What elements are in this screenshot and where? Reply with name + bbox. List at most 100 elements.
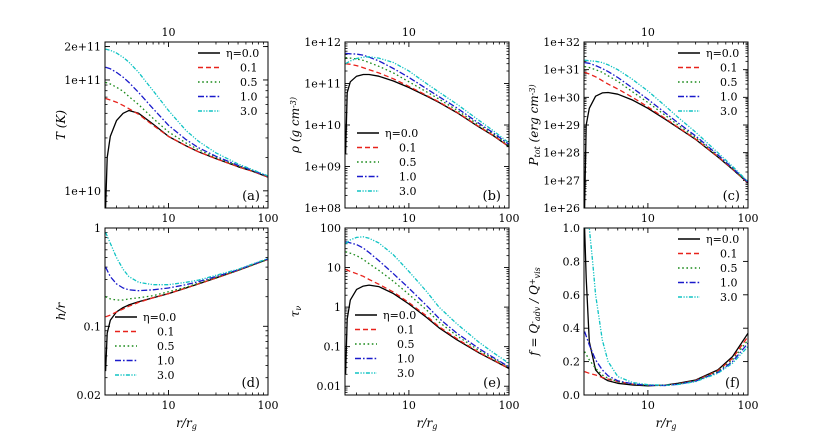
y-tick-label: 1e+31 <box>543 64 580 77</box>
panel-label: (a) <box>242 189 260 204</box>
x-tick-label: 100 <box>499 212 520 225</box>
legend: η=0.0 0.10.5 1.03.0 <box>355 309 416 380</box>
y-tick-label: 0.2 <box>563 356 581 369</box>
y-tick-label: 10 <box>327 262 341 275</box>
legend: η=0.0 0.10.5 1.03.0 <box>678 47 739 118</box>
series-line-a-2 <box>105 81 268 178</box>
legend: η=0.0 0.10.5 1.03.0 <box>678 233 739 304</box>
y-tick-label: 0.6 <box>563 289 581 302</box>
y-tick-label: 1e+09 <box>304 161 341 174</box>
series-line-a-3 <box>105 66 268 178</box>
y-tick-label: 1e+10 <box>304 119 341 132</box>
series-line-a-1 <box>105 97 268 178</box>
legend-label: 0.1 <box>397 324 415 337</box>
series-line-b-2 <box>345 56 509 147</box>
legend-label: 1.0 <box>720 91 738 104</box>
x-tick-label: 100 <box>738 399 759 412</box>
y-tick-label: 1e+30 <box>543 91 580 104</box>
plot-frame <box>104 41 269 209</box>
legend-label: η=0.0 <box>706 47 739 60</box>
series-line-c-1 <box>584 71 748 184</box>
y-tick-label: 1.0 <box>563 222 581 235</box>
x-tick-label: 10 <box>641 399 655 412</box>
series-line-e-0 <box>345 284 509 375</box>
legend-label: 3.0 <box>720 291 738 304</box>
legend-label: 3.0 <box>157 369 175 382</box>
legend: η=0.0 0.10.5 1.03.0 <box>357 127 418 198</box>
y-tick-label: 100 <box>320 222 341 235</box>
y-tick-label: 0.02 <box>77 389 102 402</box>
panel-e: 10 1000.010.1110100(e)η=0.00.10.51.03.0τν… <box>288 222 520 431</box>
x-tick-label: 10 <box>402 212 416 225</box>
x-tick-label: 100 <box>738 212 759 225</box>
plot-frame <box>583 227 749 396</box>
x-top-tick-label: 10 <box>641 26 655 39</box>
series-line-b-3 <box>345 52 509 145</box>
y-tick-label: 1 <box>334 301 341 314</box>
legend-label: η=0.0 <box>143 311 176 324</box>
legend-label: η=0.0 <box>226 47 259 60</box>
legend-label: 0.1 <box>720 62 738 75</box>
legend-label: 1.0 <box>397 353 415 366</box>
x-tick-label: 100 <box>258 212 279 225</box>
legend-label: 1.0 <box>399 171 417 184</box>
panel-c: 10 100 10 1e+26 1e+27 1e+28 1e+29 1e+30 1e+31 1e+… <box>527 26 759 225</box>
panel-label: (d) <box>242 376 260 391</box>
legend-label: 0.5 <box>397 338 415 351</box>
series-line-d-0 <box>105 258 268 372</box>
legend-label: 1.0 <box>720 277 738 290</box>
series-line-a-0 <box>105 109 268 208</box>
series-line-c-4 <box>584 59 748 183</box>
x-top-tick-label: 10 <box>162 26 176 39</box>
legend-label: 0.1 <box>399 142 417 155</box>
legend-label: 0.1 <box>157 326 175 339</box>
x-top-tick-label: 10 <box>402 26 416 39</box>
plot-frame <box>104 227 269 396</box>
panel-b: 10 100 10 1e+08 1e+09 1e+10 1e+11 1e+12 (b) η=0.0… <box>288 26 520 225</box>
y-tick-label: 1e+26 <box>543 202 580 215</box>
series-line-d-4 <box>105 232 268 286</box>
plot-frame <box>583 41 749 209</box>
y-tick-label: 0.1 <box>84 320 102 333</box>
y-tick-label: 0.8 <box>563 255 581 268</box>
x-axis-label: r/rg <box>656 416 677 431</box>
series-line-c-3 <box>584 61 748 183</box>
y-tick-label: 1e+27 <box>543 174 580 187</box>
series-line-b-1 <box>345 63 509 148</box>
legend-label: 1.0 <box>157 355 175 368</box>
x-tick-label: 10 <box>641 212 655 225</box>
x-axis-label: r/rg <box>417 416 438 431</box>
x-tick-label: 100 <box>258 399 279 412</box>
y-tick-label: 1e+11 <box>304 78 341 91</box>
legend-label: 0.5 <box>720 76 738 89</box>
plot-frame <box>344 41 510 209</box>
series-line-d-2 <box>105 258 268 301</box>
legend-label: 0.5 <box>720 262 738 275</box>
series-line-f-3 <box>584 331 748 387</box>
y-tick-label: 0.0 <box>563 389 581 402</box>
y-tick-label: 2e+11 <box>64 41 101 54</box>
legend-label: 3.0 <box>720 105 738 118</box>
series-line-d-3 <box>105 258 268 292</box>
x-tick-label: 100 <box>499 399 520 412</box>
y-axis-label: T (K) <box>54 110 68 140</box>
y-tick-label: 0.01 <box>317 380 342 393</box>
legend-label: 1.0 <box>240 91 258 104</box>
y-axis-label: Ptot (erg cm-3) <box>527 84 542 166</box>
y-axis-label: f = Q-adv / Q+vis <box>527 267 542 357</box>
panel-f: 10 100 0.0 0.2 0.4 0.6 0.8 1.0 (f) η=0.0 0.10.5 1.0… <box>527 222 759 431</box>
series-line-e-1 <box>345 268 509 370</box>
series-line-b-4 <box>345 56 509 144</box>
y-tick-label: 1 <box>94 222 101 235</box>
y-tick-label: 1e+32 <box>543 36 580 49</box>
panel-label: (e) <box>483 376 501 391</box>
legend: η=0.0 0.10.5 1.03.0 <box>198 47 259 118</box>
y-tick-label: 1e+10 <box>64 185 101 198</box>
x-tick-label: 10 <box>162 212 176 225</box>
panel-a: 10 100 10 1e+10 1e+11 2e+11 (a) η=0.0 0.10.5 1.03… <box>54 26 279 225</box>
panel-label: (f) <box>725 376 740 391</box>
y-tick-label: 0.1 <box>324 341 342 354</box>
x-tick-label: 10 <box>162 399 176 412</box>
